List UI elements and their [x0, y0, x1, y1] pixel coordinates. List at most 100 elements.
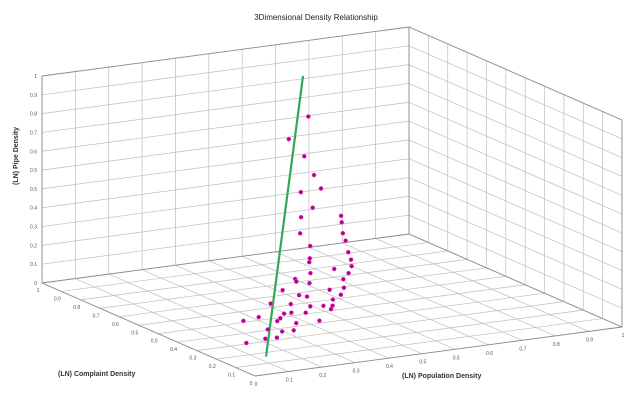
- scatter-point: [286, 136, 292, 142]
- z-tick-label: 0.5: [30, 168, 37, 174]
- scatter-point: [268, 301, 274, 306]
- bottom-grid-line-x: [177, 292, 545, 343]
- z-tick-label: 0.6: [30, 149, 37, 155]
- bottom-grid-line-y: [108, 273, 322, 368]
- bottom-grid-line-y: [275, 251, 489, 346]
- scatter-point: [345, 249, 351, 255]
- frame-edge-7: [41, 26, 410, 77]
- scatter-point: [308, 270, 313, 276]
- y-tick-label: 1: [622, 333, 625, 339]
- scatter-point: [304, 294, 310, 299]
- scatter-point: [298, 189, 304, 195]
- scatter-point: [348, 257, 354, 262]
- scatter-point: [339, 219, 345, 225]
- frame-edge-0: [41, 282, 256, 377]
- scatter-point: [349, 263, 354, 269]
- scatter-point: [331, 266, 337, 272]
- scatter-point: [330, 297, 336, 302]
- frame-edge-3: [408, 233, 623, 328]
- frame-edge-2: [41, 233, 410, 284]
- right-wall-grid-horizontal: [408, 139, 623, 234]
- scatter-point: [346, 270, 351, 276]
- z-tick-label: 1: [34, 74, 37, 80]
- left-wall-grid-horizontal: [41, 158, 410, 209]
- scatter-point: [310, 205, 316, 211]
- scatter-point: [343, 238, 348, 244]
- left-wall-grid-horizontal: [41, 139, 410, 190]
- trend-line: [265, 75, 304, 357]
- x-tick-label: 1: [37, 288, 40, 294]
- z-tick-label: 0: [34, 281, 37, 287]
- left-wall-grid-horizontal: [41, 101, 410, 152]
- scatter-point: [301, 153, 307, 159]
- bottom-grid-line-y: [75, 278, 289, 372]
- scatter-point: [289, 310, 294, 316]
- x-tick-label: 0.4: [170, 347, 177, 353]
- scatter-point: [244, 340, 249, 346]
- y-tick-label: 0: [255, 382, 258, 388]
- bottom-grid-line-y: [375, 238, 589, 332]
- scatter-point: [327, 287, 332, 293]
- x-tick-label: 0: [250, 381, 253, 387]
- x-tick-label: 0.2: [209, 364, 216, 370]
- scatter-point: [241, 318, 246, 324]
- bottom-grid-line-y: [175, 264, 389, 359]
- right-wall-grid-horizontal: [408, 120, 623, 215]
- left-wall-grid-horizontal: [41, 64, 410, 114]
- scatter-point: [305, 114, 311, 119]
- right-wall-grid-horizontal: [408, 45, 623, 140]
- scatter-point: [294, 279, 299, 284]
- scatter-point: [274, 335, 280, 340]
- scatter-point: [280, 287, 285, 293]
- right-wall-grid-horizontal: [408, 177, 623, 271]
- bottom-grid-line-x: [61, 242, 429, 292]
- left-wall-grid-horizontal: [41, 177, 410, 227]
- scatter-point: [340, 276, 346, 282]
- x-tick-label: 0.6: [112, 322, 119, 328]
- right-wall-grid-horizontal: [408, 196, 623, 290]
- y-tick-label: 0.3: [353, 369, 360, 375]
- x-tick-label: 0.9: [54, 296, 61, 302]
- scatter-point: [321, 303, 326, 309]
- scatter-point: [338, 292, 344, 298]
- z-tick-label: 0.1: [30, 262, 37, 268]
- scatter-point: [274, 318, 280, 324]
- bottom-grid-line-x: [138, 275, 506, 326]
- frame-layer: [41, 26, 623, 377]
- y-tick-label: 0.9: [586, 337, 593, 343]
- bottom-grid-line-y: [141, 269, 356, 363]
- scatter-point: [298, 214, 304, 220]
- z-tick-label: 0.8: [30, 112, 37, 118]
- x-tick-label: 0.3: [189, 356, 196, 362]
- x-tick-label: 0.8: [73, 305, 80, 311]
- right-wall-grid-horizontal: [408, 101, 623, 196]
- scatter-point: [279, 329, 285, 334]
- frame-edge-1: [254, 326, 623, 377]
- scatter-point: [307, 280, 312, 286]
- scatter-point: [306, 259, 312, 265]
- bottom-grid-line-y: [308, 247, 523, 341]
- y-tick-label: 0.5: [419, 360, 426, 366]
- left-wall-grid-horizontal: [41, 214, 410, 265]
- scatter-point: [341, 285, 347, 291]
- y-tick-label: 0.2: [319, 373, 326, 379]
- y-tick-label: 0.6: [486, 351, 493, 357]
- y-tick-label: 0.1: [286, 378, 293, 384]
- bottom-grid-line-x: [216, 309, 584, 360]
- chart-title: 3Dimensional Density Relationship: [254, 13, 378, 22]
- scatter-point: [297, 231, 303, 236]
- bottom-grid-line-x: [80, 250, 448, 301]
- scatter-point: [340, 230, 346, 236]
- scatter-point: [281, 311, 287, 316]
- scatter-point: [307, 243, 313, 249]
- y-tick-label: 0.4: [386, 364, 393, 370]
- scatter-point: [330, 303, 335, 309]
- scatter-point: [338, 213, 344, 219]
- left-wall-grid-horizontal: [41, 196, 410, 246]
- right-wall-grid-horizontal: [408, 64, 623, 158]
- scatter-point: [318, 186, 324, 191]
- trend-layer: [265, 75, 304, 357]
- scatter-point: [296, 292, 302, 298]
